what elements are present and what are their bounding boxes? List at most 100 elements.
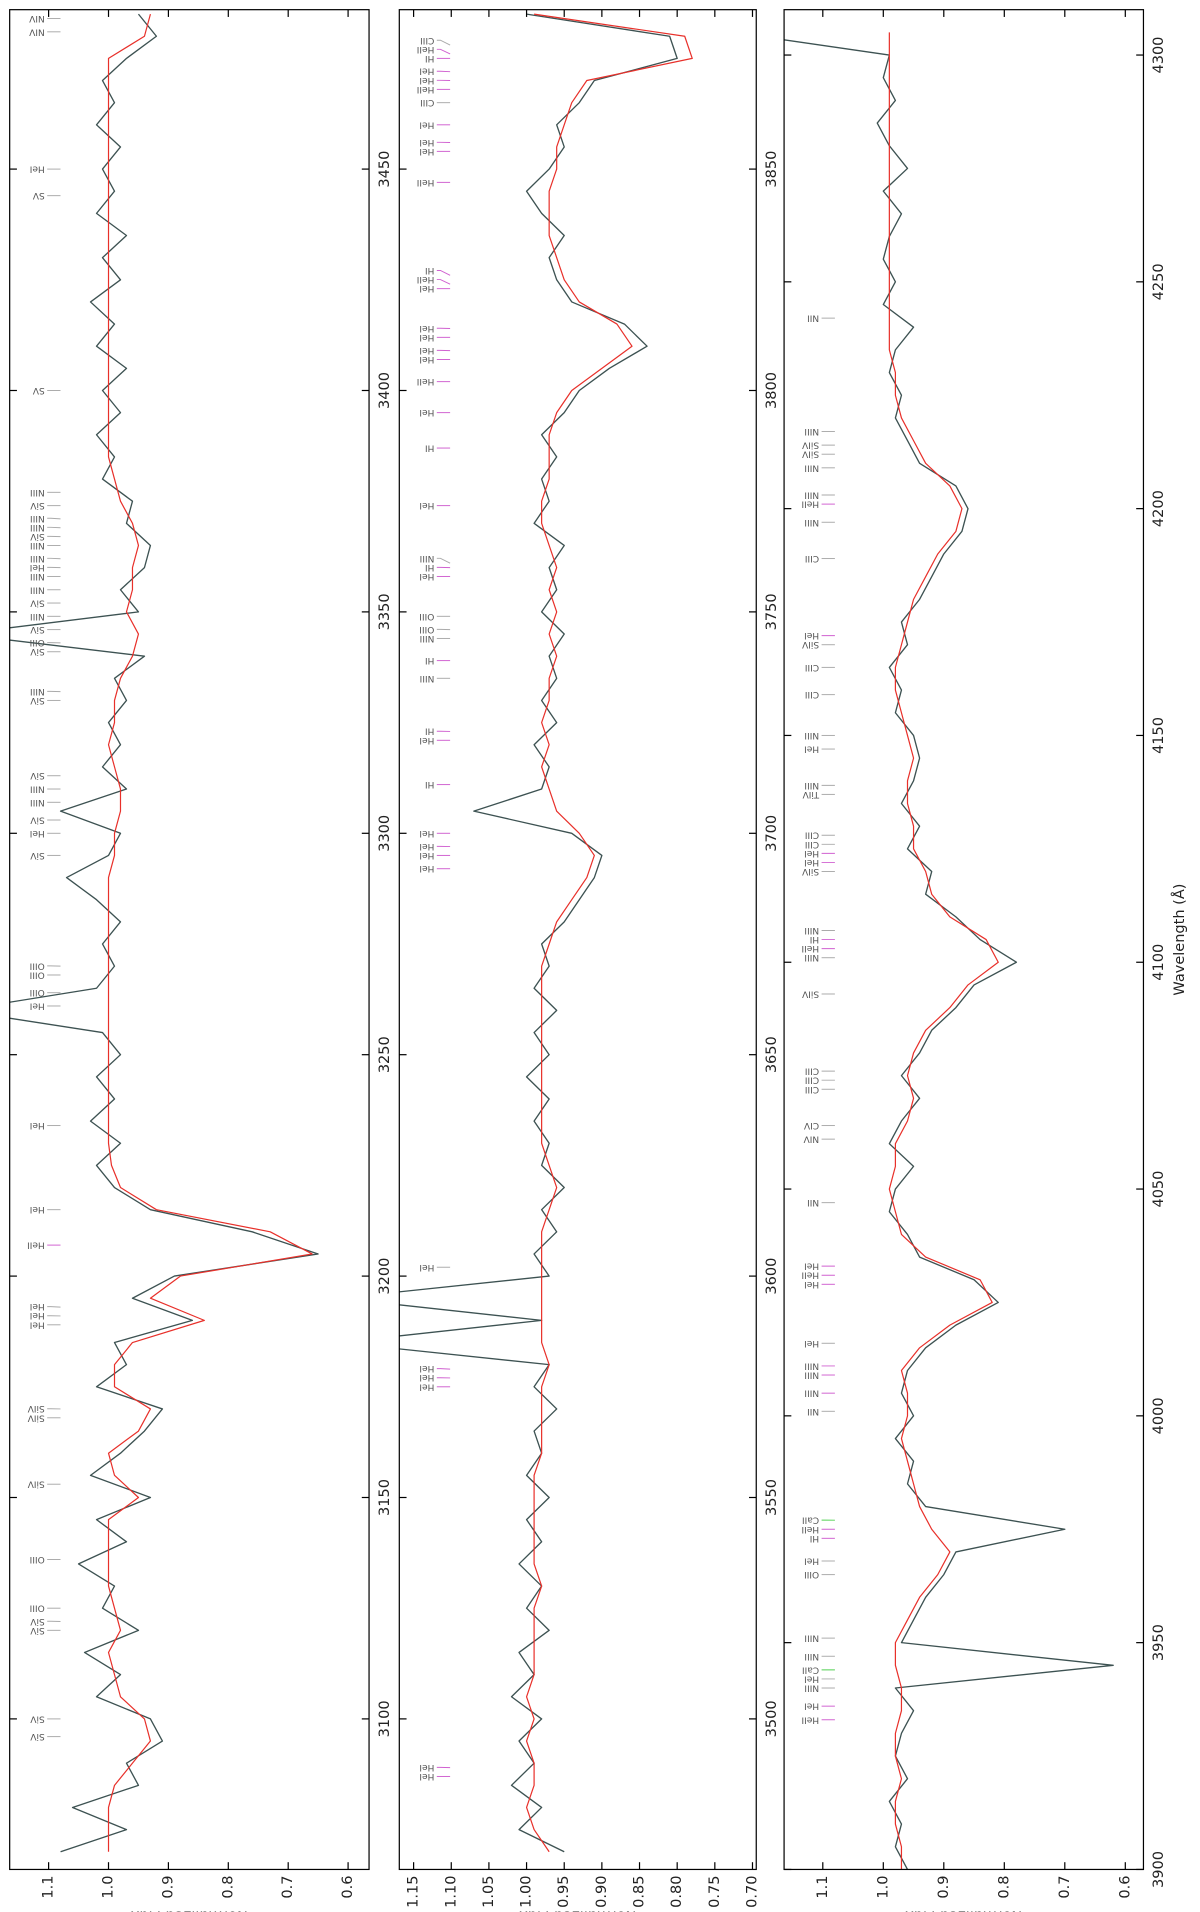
y-tick-label: 0.90 — [594, 1876, 610, 1908]
line-id-label: NIII — [804, 1360, 819, 1370]
panel-frame — [398, 9, 757, 1871]
panel: 3100 3150 3200 3250 3300 3350 3400 3450 0.6 0.7 0.… — [9, 9, 393, 1912]
line-id-label: NIII — [30, 553, 45, 563]
line-id-label: HeI — [419, 841, 434, 851]
line-id-label: SiIV — [801, 866, 819, 876]
line-id-label: HeII — [801, 1714, 819, 1724]
line-id-label: HeII — [801, 499, 819, 509]
x-tick-label: 4200 — [1151, 490, 1167, 527]
line-id-label: NIV — [803, 1134, 819, 1144]
line-id-label: HeI — [419, 332, 434, 342]
line-id-label: NIII — [804, 1633, 819, 1643]
x-tick-label: 3350 — [377, 593, 393, 630]
line-id-label: NIII — [804, 426, 819, 436]
line-id-label: OIII — [30, 969, 45, 979]
line-id-label: NIII — [420, 633, 435, 643]
line-id-label: HeII — [417, 274, 435, 284]
line-id-label: NIII — [804, 1370, 819, 1380]
line-id-label: NIII — [420, 553, 435, 563]
line-id-label: NIII — [30, 571, 45, 581]
y-axis-label: Normalized Flux — [130, 1907, 248, 1912]
x-tick-label: 3250 — [377, 1036, 393, 1073]
line-id-label: HeII — [417, 84, 435, 94]
y-tick-label: 0.8 — [220, 1876, 236, 1899]
line-id-label: NIII — [804, 1651, 819, 1661]
line-id-label: HeI — [419, 735, 434, 745]
line-id-label: HeI — [419, 828, 434, 838]
x-tick-label: 3300 — [377, 815, 393, 852]
line-id-label: SiV — [29, 695, 44, 705]
line-id-label: HeI — [30, 1120, 45, 1130]
y-tick-label: 1.00 — [519, 1876, 535, 1908]
spectrum-line — [399, 13, 678, 1853]
spectrum-line — [107, 13, 313, 1852]
line-id-label: NIII — [804, 1388, 819, 1398]
line-id-label: CIII — [805, 689, 819, 699]
line-id-label: HeI — [419, 1372, 434, 1382]
line-id-label: TiIV — [802, 789, 820, 799]
line-id-leader — [436, 270, 451, 276]
line-id-label: HeI — [419, 146, 434, 156]
line-id-label: CIII — [805, 1066, 819, 1076]
x-tick-label: 3750 — [764, 593, 780, 630]
line-id-label: SiV — [29, 646, 44, 656]
line-id-label: NIV — [28, 13, 44, 23]
line-id-label: HeI — [419, 119, 434, 129]
x-tick-label: 3400 — [377, 372, 393, 409]
line-id-label: SiV — [29, 500, 44, 510]
line-id-label: NIII — [30, 522, 45, 532]
x-axis-label: Wavelength (Å) — [1171, 884, 1188, 996]
line-id-label: NIII — [30, 540, 45, 550]
y-tick-label: 0.85 — [632, 1876, 648, 1908]
line-id-label: NIII — [30, 513, 45, 523]
line-id-label: SiV — [29, 815, 44, 825]
line-id-leader — [436, 557, 451, 564]
line-id-label: NIII — [420, 673, 435, 683]
line-id-label: HeI — [419, 500, 434, 510]
line-id-label: SiV — [29, 1713, 44, 1723]
figure: 3100 3150 3200 3250 3300 3350 3400 3450 0.6 0.7 0.… — [9, 9, 1188, 1912]
line-id-label: SV — [32, 385, 45, 395]
x-tick-label: 3900 — [1151, 1851, 1167, 1888]
line-id-label: HeI — [419, 1771, 434, 1781]
line-id-label: HI — [810, 1533, 819, 1543]
line-id-label: SiV — [29, 1625, 44, 1635]
line-id-label: NIII — [804, 925, 819, 935]
x-tick-label: 3150 — [377, 1479, 393, 1516]
line-id-label: SiIV — [801, 449, 819, 459]
line-id-label: SiIV — [27, 1403, 45, 1413]
line-id-label: CIII — [805, 830, 819, 840]
y-tick-label: 0.95 — [556, 1876, 572, 1908]
line-id-label: OIII — [419, 624, 434, 634]
line-id-label: HI — [425, 726, 435, 736]
y-tick-label: 0.6 — [1117, 1876, 1133, 1899]
line-id-label: NIII — [30, 611, 45, 621]
line-id-label: SiIV — [27, 1412, 45, 1422]
line-id-label: SiIV — [801, 988, 819, 998]
line-id-label: HeI — [804, 1556, 819, 1566]
y-tick-label: 1.0 — [101, 1876, 117, 1899]
x-tick-label: 4000 — [1151, 1397, 1167, 1434]
line-id-label: HeII — [801, 1270, 819, 1280]
line-id-label: HeII — [417, 177, 435, 187]
x-tick-label: 4150 — [1151, 717, 1167, 754]
x-tick-label: 3950 — [1151, 1624, 1167, 1661]
spectrum-line — [9, 13, 319, 1853]
line-id-label: NIII — [30, 784, 45, 794]
line-id-label: NII — [807, 313, 819, 323]
line-id-leader — [436, 279, 451, 285]
line-id-label: HeI — [30, 562, 45, 572]
line-id-label: NIII — [804, 490, 819, 500]
line-id-label: HI — [810, 934, 820, 944]
line-id-leader — [436, 39, 451, 46]
y-axis-label: Normalized Flux — [905, 1907, 1023, 1912]
line-id-label: HI — [425, 562, 434, 572]
line-id-label: OIII — [30, 960, 45, 970]
line-id-label: NIII — [30, 797, 45, 807]
y-tick-label: 1.05 — [481, 1876, 497, 1908]
y-tick-label: 0.9 — [936, 1876, 952, 1899]
line-id-label: HeI — [30, 1301, 45, 1311]
line-id-label: HeI — [419, 345, 434, 355]
spectrum-line — [525, 13, 693, 1853]
